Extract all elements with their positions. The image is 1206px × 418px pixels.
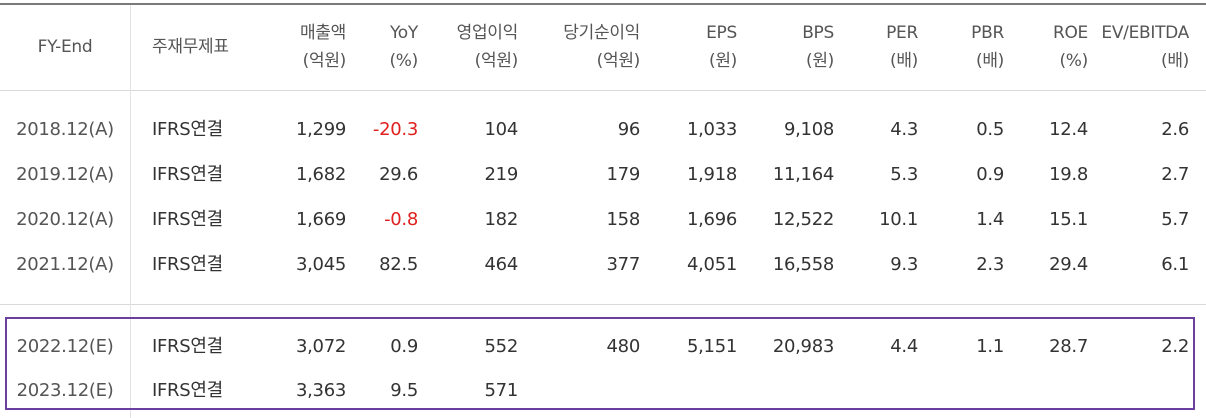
header-net-income: 당기순이익 <box>563 23 640 43</box>
cell-operating-profit: 464 <box>484 254 519 275</box>
cell-per: 5.3 <box>890 164 918 185</box>
cell-net-income: 480 <box>606 336 641 357</box>
cell-per: 9.3 <box>890 254 918 275</box>
cell-yoy: 29.6 <box>379 164 418 185</box>
cell-per: 10.1 <box>879 209 918 230</box>
header-yoy-unit: (%) <box>389 51 418 71</box>
header-operating-profit: 영업이익 <box>456 23 519 43</box>
header-operating-profit-unit: (억원) <box>474 51 519 71</box>
cell-per: 4.3 <box>890 119 918 140</box>
cell-net-income: 179 <box>606 164 641 185</box>
cell-fy-end: 2019.12(A) <box>16 164 114 185</box>
cell-roe: 29.4 <box>1049 254 1088 275</box>
cell-statement-type: IFRS연결 <box>152 209 223 230</box>
cell-per: 4.4 <box>890 336 918 357</box>
header-bps: BPS <box>802 23 834 43</box>
cell-pbr: 2.3 <box>976 254 1004 275</box>
cell-revenue: 3,045 <box>295 254 346 275</box>
cell-net-income: 96 <box>617 119 641 140</box>
cell-revenue: 3,363 <box>295 380 346 401</box>
cell-eps: 1,918 <box>686 164 737 185</box>
cell-net-income: 158 <box>606 209 641 230</box>
cell-fy-end: 2022.12(E) <box>16 336 114 357</box>
header-ev-ebitda-unit: (배) <box>1160 51 1189 71</box>
cell-net-income: 377 <box>606 254 641 275</box>
header-yoy: YoY <box>389 23 418 43</box>
header-per: PER <box>886 23 918 43</box>
cell-revenue: 1,669 <box>295 209 346 230</box>
header-statement-type: 주재무제표 <box>152 37 229 57</box>
cell-ev-ebitda: 2.2 <box>1161 336 1189 357</box>
cell-pbr: 1.4 <box>976 209 1004 230</box>
header-pbr: PBR <box>971 23 1004 43</box>
table-top-border <box>0 3 1206 5</box>
estimate-rows-highlight <box>5 317 1195 410</box>
cell-statement-type: IFRS연결 <box>152 254 223 275</box>
cell-fy-end: 2018.12(A) <box>16 119 114 140</box>
cell-ev-ebitda: 2.6 <box>1161 119 1189 140</box>
cell-statement-type: IFRS연결 <box>152 164 223 185</box>
cell-yoy: -20.3 <box>372 119 418 140</box>
cell-yoy: -0.8 <box>384 209 418 230</box>
cell-pbr: 0.5 <box>976 119 1004 140</box>
header-roe: ROE <box>1052 23 1088 43</box>
header-eps: EPS <box>706 23 737 43</box>
cell-fy-end: 2020.12(A) <box>16 209 114 230</box>
header-roe-unit: (%) <box>1059 51 1088 71</box>
header-net-income-unit: (억원) <box>596 51 641 71</box>
cell-eps: 1,033 <box>686 119 737 140</box>
header-ev-ebitda: EV/EBITDA <box>1101 23 1189 43</box>
cell-yoy: 0.9 <box>390 336 418 357</box>
cell-revenue: 1,682 <box>295 164 346 185</box>
cell-yoy: 82.5 <box>379 254 418 275</box>
cell-bps: 9,108 <box>783 119 834 140</box>
cell-eps: 5,151 <box>686 336 737 357</box>
cell-statement-type: IFRS연결 <box>152 336 223 357</box>
cell-operating-profit: 104 <box>484 119 519 140</box>
header-bps-unit: (원) <box>805 51 834 71</box>
cell-bps: 11,164 <box>772 164 834 185</box>
cell-pbr: 0.9 <box>976 164 1004 185</box>
header-per-unit: (배) <box>889 51 918 71</box>
cell-fy-end: 2021.12(A) <box>16 254 114 275</box>
cell-operating-profit: 182 <box>484 209 519 230</box>
cell-bps: 20,983 <box>772 336 834 357</box>
cell-statement-type: IFRS연결 <box>152 119 223 140</box>
cell-operating-profit: 571 <box>484 380 519 401</box>
cell-roe: 28.7 <box>1049 336 1088 357</box>
cell-revenue: 3,072 <box>295 336 346 357</box>
header-eps-unit: (원) <box>708 51 737 71</box>
cell-ev-ebitda: 5.7 <box>1161 209 1189 230</box>
cell-operating-profit: 552 <box>484 336 519 357</box>
header-fy-end: FY-End <box>37 37 93 57</box>
cell-statement-type: IFRS연결 <box>152 380 223 401</box>
cell-eps: 4,051 <box>686 254 737 275</box>
cell-yoy: 9.5 <box>390 380 418 401</box>
cell-fy-end: 2023.12(E) <box>16 380 114 401</box>
estimate-divider <box>0 304 1206 305</box>
cell-pbr: 1.1 <box>976 336 1004 357</box>
header-divider <box>0 90 1206 91</box>
cell-roe: 15.1 <box>1049 209 1088 230</box>
cell-operating-profit: 219 <box>484 164 519 185</box>
column-divider <box>130 5 131 418</box>
cell-ev-ebitda: 2.7 <box>1161 164 1189 185</box>
cell-revenue: 1,299 <box>295 119 346 140</box>
cell-bps: 16,558 <box>772 254 834 275</box>
cell-bps: 12,522 <box>772 209 834 230</box>
cell-eps: 1,696 <box>686 209 737 230</box>
cell-roe: 12.4 <box>1049 119 1088 140</box>
header-revenue-unit: (억원) <box>302 51 347 71</box>
cell-ev-ebitda: 6.1 <box>1161 254 1189 275</box>
header-pbr-unit: (배) <box>975 51 1004 71</box>
cell-roe: 19.8 <box>1049 164 1088 185</box>
header-revenue: 매출액 <box>299 23 346 43</box>
